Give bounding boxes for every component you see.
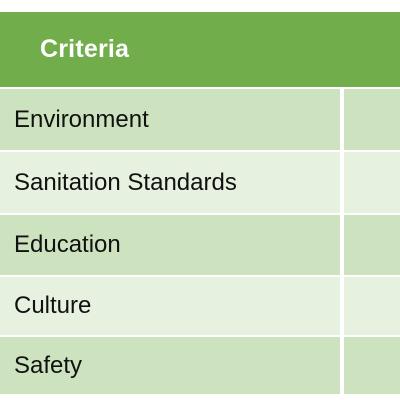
value-cell [344,89,400,150]
criteria-cell: Safety [0,337,342,394]
value-cell [344,277,400,335]
table-row-culture: Culture [0,277,400,335]
criteria-label: Environment [14,105,149,133]
criteria-cell: Sanitation Standards [0,152,342,213]
criteria-cell: Education [0,215,342,275]
table-row-sanitation: Sanitation Standards [0,152,400,213]
criteria-label: Safety [14,351,83,379]
table-row-environment: Environment [0,89,400,150]
criteria-cell: Environment [0,89,342,150]
table-header: Criteria [0,12,400,89]
criteria-label: Sanitation Standards [14,168,237,196]
header-criteria: Criteria [40,35,130,63]
criteria-label: Education [14,231,121,258]
value-cell [344,215,400,275]
criteria-label: Culture [14,292,92,319]
value-cell [344,337,400,394]
value-cell [344,152,400,213]
criteria-cell: Culture [0,277,342,335]
table-row-education: Education [0,215,400,275]
table-row-safety: Safety [0,337,400,394]
